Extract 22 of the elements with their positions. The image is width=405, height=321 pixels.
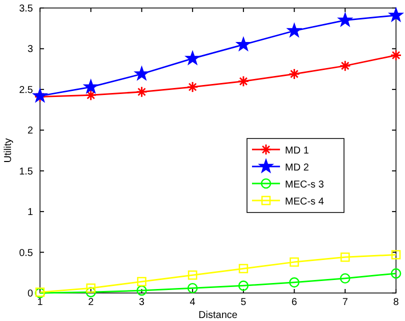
x-tick-label: 4 <box>190 297 196 308</box>
x-tick-label: 5 <box>240 297 247 308</box>
y-axis-title: Utility <box>3 138 14 163</box>
x-tick-label: 8 <box>393 297 400 308</box>
y-tick-label: 2.5 <box>19 84 34 96</box>
legend-label: MD 2 <box>285 162 310 174</box>
y-tick-label: 0.5 <box>19 248 34 259</box>
y-tick-label: 1 <box>27 207 34 218</box>
legend-label: MEC-s 4 <box>285 196 324 208</box>
y-tick-label: 2 <box>27 126 34 137</box>
x-axis-title: Distance <box>198 310 238 321</box>
x-tick-label: 7 <box>342 297 348 308</box>
y-tick-label: 0 <box>27 288 34 300</box>
x-tick-label: 3 <box>138 297 145 308</box>
x-tick-label: 1 <box>37 297 44 308</box>
y-tick-label: 3.5 <box>19 4 34 14</box>
x-tick-label: 6 <box>292 297 298 308</box>
legend-label: MEC-s 3 <box>285 180 324 190</box>
legend-label: MD 1 <box>285 146 310 156</box>
y-tick-label: 3 <box>27 44 34 56</box>
x-tick-label: 2 <box>88 297 94 308</box>
y-tick-label: 1.5 <box>19 166 34 178</box>
